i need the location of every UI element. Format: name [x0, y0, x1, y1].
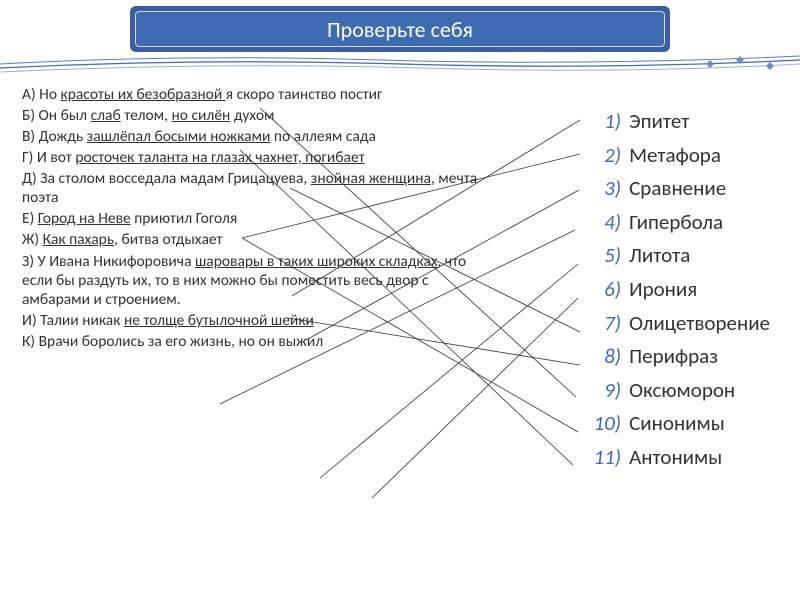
answer-number: 2): [583, 139, 621, 173]
answer-item-6: 6)Ирония: [583, 273, 770, 307]
answer-item-7: 7)Олицетворение: [583, 307, 770, 341]
left-questions-column: А) Но красоты их безобразной я скоро таи…: [22, 85, 492, 353]
text: Ж): [22, 230, 43, 249]
underlined: слаб: [91, 106, 121, 125]
banner-front-layer: Проверьте себя: [135, 11, 665, 47]
underlined: Как пахарь: [43, 230, 114, 249]
text: я скоро таинство постиг: [226, 85, 383, 104]
underlined: зашлёпал босыми ножками: [87, 127, 271, 146]
underlined: Город на Неве: [38, 209, 131, 228]
question-g: Ж) Как пахарь, битва отдыхает: [22, 230, 492, 249]
answer-item-5: 5)Литота: [583, 239, 770, 273]
answer-number: 10): [583, 407, 621, 441]
text: телом,: [121, 106, 172, 125]
text: приютил Гоголя: [131, 209, 237, 228]
answer-label: Антонимы: [629, 441, 722, 475]
answer-number: 3): [583, 172, 621, 206]
text: Д) За столом восседала мадам Грицацуева,: [22, 169, 311, 188]
answer-label: Перифраз: [629, 340, 718, 374]
answer-number: 4): [583, 206, 621, 240]
answer-label: Синонимы: [629, 407, 725, 441]
underlined: шаровары в таких широких складках: [195, 252, 438, 271]
answer-number: 5): [583, 239, 621, 273]
answer-label: Гипербола: [629, 206, 723, 240]
answer-label: Олицетворение: [629, 307, 770, 341]
answer-item-10: 10)Синонимы: [583, 407, 770, 441]
answer-item-4: 4)Гипербола: [583, 206, 770, 240]
question-c: В) Дождь зашлёпал босыми ножками по алле…: [22, 127, 492, 146]
underlined: росточек таланта на глазах чахнет, погиб…: [75, 148, 364, 167]
underlined: не толще бутылочной шейки: [124, 311, 314, 330]
underlined: красоты их безобразной: [61, 85, 226, 104]
text: духом: [230, 106, 274, 125]
answer-label: Метафора: [629, 139, 721, 173]
answer-item-11: 11)Антонимы: [583, 441, 770, 475]
text: Г) И вот: [22, 148, 75, 167]
answer-item-1: 1)Эпитет: [583, 105, 770, 139]
answer-item-8: 8)Перифраз: [583, 340, 770, 374]
decorative-swoosh: [0, 50, 800, 80]
question-b: Б) Он был слаб телом, но силён духом: [22, 106, 492, 125]
text: А) Но: [22, 85, 61, 104]
underlined: но силён: [172, 106, 231, 125]
text: Б) Он был: [22, 106, 91, 125]
answer-label: Эпитет: [629, 105, 689, 139]
answer-item-2: 2)Метафора: [583, 139, 770, 173]
answer-item-3: 3)Сравнение: [583, 172, 770, 206]
answer-label: Оксюморон: [629, 374, 735, 408]
right-answers-column: 1)Эпитет2)Метафора3)Сравнение4)Гипербола…: [583, 105, 770, 475]
question-j: К) Врачи боролись за его жизнь, но он вы…: [22, 332, 492, 351]
question-i: И) Талии никак не толще бутылочной шейки: [22, 311, 492, 330]
answer-item-9: 9)Оксюморон: [583, 374, 770, 408]
question-h: З) У Ивана Никифоровича шаровары в таких…: [22, 252, 492, 309]
question-f: Е) Город на Неве приютил Гоголя: [22, 209, 492, 228]
answer-label: Сравнение: [629, 172, 726, 206]
answer-number: 6): [583, 273, 621, 307]
answer-label: Литота: [629, 239, 690, 273]
text: И) Талии никак: [22, 311, 124, 330]
answer-number: 1): [583, 105, 621, 139]
underlined: знойная женщина: [311, 169, 431, 188]
text: , битва отдыхает: [114, 230, 222, 249]
text: Е): [22, 209, 38, 228]
answer-label: Ирония: [629, 273, 697, 307]
text: К) Врачи боролись за его жизнь, но он вы…: [22, 332, 323, 351]
banner-title: Проверьте себя: [327, 16, 473, 43]
question-d: Г) И вот росточек таланта на глазах чахн…: [22, 148, 492, 167]
answer-number: 9): [583, 374, 621, 408]
title-banner: Проверьте себя: [130, 6, 670, 52]
question-e: Д) За столом восседала мадам Грицацуева,…: [22, 169, 492, 207]
text: по аллеям сада: [270, 127, 376, 146]
answer-number: 7): [583, 307, 621, 341]
answer-number: 11): [583, 441, 621, 475]
text: З) У Ивана Никифоровича: [22, 252, 195, 271]
text: В) Дождь: [22, 127, 87, 146]
question-a: А) Но красоты их безобразной я скоро таи…: [22, 85, 492, 104]
answer-number: 8): [583, 340, 621, 374]
